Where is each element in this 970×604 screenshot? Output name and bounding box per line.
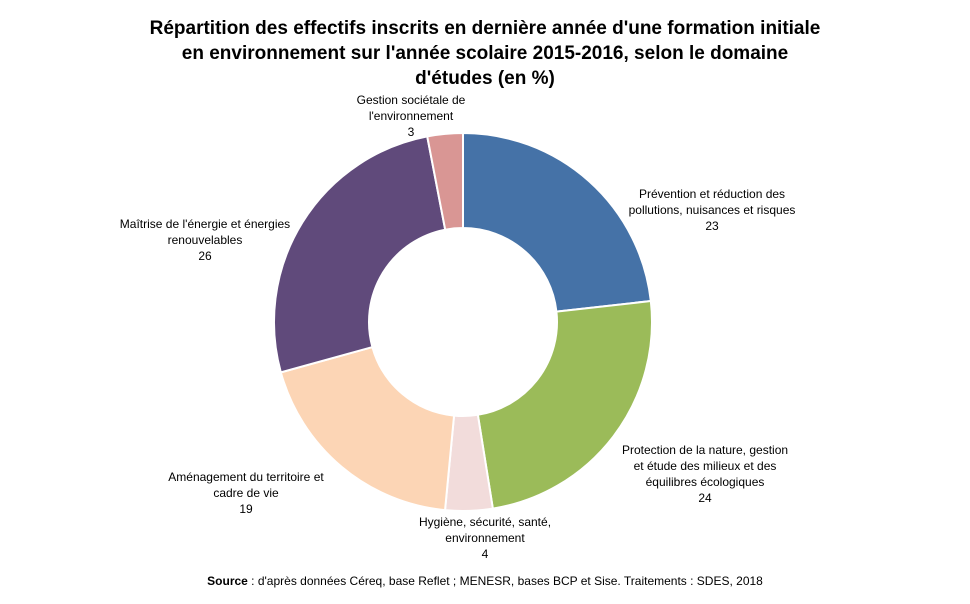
slice-value: 3 (407, 125, 415, 139)
slice-value: 19 (239, 502, 253, 516)
slice-label-line: Protection de la nature, gestion (621, 443, 789, 457)
slice-label-line: environnement (445, 531, 525, 545)
slice-label-hygiene: Hygiène, sécurité, santé, environnement … (390, 514, 580, 562)
source-note: Source : d'après données Céreq, base Ref… (0, 574, 970, 588)
slice-label-prevention: Prévention et réduction des pollutions, … (612, 186, 812, 234)
slice-label-line: équilibres écologiques (645, 475, 765, 489)
slice-label-line: pollutions, nuisances et risques (628, 203, 796, 217)
slice-label-protection: Protection de la nature, gestion et étud… (600, 442, 810, 506)
donut-slice-gestion (426, 131, 464, 231)
donut-slice-protection (476, 299, 653, 510)
donut-slice-energie (273, 135, 447, 374)
chart-title-line: d'études (en %) (415, 68, 555, 89)
chart-title: Répartition des effectifs inscrits en de… (85, 16, 885, 91)
slice-label-line: et étude des milieux et des (633, 459, 777, 473)
slice-value: 26 (198, 249, 212, 263)
slice-label-line: Maîtrise de l'énergie et énergies (119, 217, 291, 231)
slice-value: 4 (481, 547, 489, 561)
chart-title-line: en environnement sur l'année scolaire 20… (181, 43, 789, 64)
slice-label-line: Aménagement du territoire et (168, 470, 324, 484)
slice-label-line: Prévention et réduction des (638, 187, 786, 201)
source-text: : d'après données Céreq, base Reflet ; M… (247, 574, 763, 588)
slice-label-line: l'environnement (368, 109, 454, 123)
slice-value: 23 (705, 219, 719, 233)
slice-label-amenagement: Aménagement du territoire et cadre de vi… (146, 469, 346, 517)
slice-label-line: Gestion sociétale de (356, 93, 466, 107)
slice-label-line: cadre de vie (213, 486, 279, 500)
slice-label-gestion: Gestion sociétale de l'environnement 3 (336, 92, 486, 140)
chart-title-line: Répartition des effectifs inscrits en de… (149, 18, 821, 39)
slice-label-line: renouvelables (167, 233, 243, 247)
donut-slice-amenagement (279, 345, 456, 512)
slice-label-energie: Maîtrise de l'énergie et énergies renouv… (100, 216, 310, 264)
slice-label-line: Hygiène, sécurité, santé, (418, 515, 552, 529)
donut-slice-prevention (462, 131, 652, 313)
slice-value: 24 (698, 491, 712, 505)
source-prefix: Source (207, 574, 248, 588)
